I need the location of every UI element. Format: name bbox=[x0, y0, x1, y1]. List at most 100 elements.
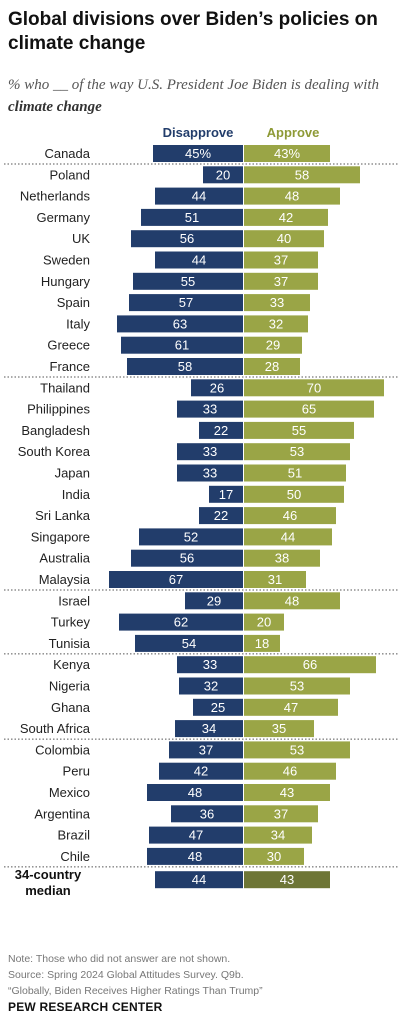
label-france: France bbox=[50, 359, 90, 374]
bar-disapprove-tunisia bbox=[135, 634, 243, 652]
bar-disapprove-mexico bbox=[147, 784, 243, 801]
bar-approve-hungary bbox=[244, 272, 318, 290]
value-approve-germany: 42 bbox=[279, 210, 293, 225]
bar-approve-kenya bbox=[244, 656, 376, 674]
value-disapprove-colombia: 37 bbox=[199, 742, 213, 757]
label-singapore: Singapore bbox=[31, 529, 90, 544]
bar-disapprove-bangladesh bbox=[199, 421, 243, 439]
value-approve-thailand: 70 bbox=[307, 380, 321, 395]
label-australia: Australia bbox=[39, 551, 90, 566]
value-approve-israel: 48 bbox=[285, 593, 299, 608]
value-disapprove-south-africa: 34 bbox=[202, 721, 216, 736]
label-india: India bbox=[62, 487, 91, 502]
bar-approve-singapore bbox=[244, 528, 332, 546]
bar-approve-france bbox=[244, 358, 300, 375]
value-disapprove-japan: 33 bbox=[203, 466, 217, 481]
label-tunisia: Tunisia bbox=[49, 636, 91, 651]
label-spain: Spain bbox=[57, 295, 90, 310]
value-disapprove-thailand: 26 bbox=[210, 380, 224, 395]
bar-disapprove-israel bbox=[185, 592, 243, 610]
bar-approve-south-korea bbox=[244, 443, 350, 461]
value-approve-ghana: 47 bbox=[284, 700, 298, 715]
bar-disapprove-france bbox=[127, 358, 243, 375]
label-brazil: Brazil bbox=[57, 828, 90, 843]
diverging-bar-chart: Disapprove Approve 45% 43% Canada 20 58 Poland 4… bbox=[4, 125, 398, 898]
bar-approve-south-africa bbox=[244, 720, 314, 738]
subtitle-topic: climate change bbox=[8, 99, 102, 115]
label-mexico: Mexico bbox=[49, 785, 90, 800]
bar-approve-italy bbox=[244, 315, 308, 333]
bar-disapprove-peru bbox=[159, 762, 243, 780]
bar-disapprove-kenya bbox=[177, 656, 243, 674]
bar-disapprove-japan bbox=[177, 464, 243, 482]
value-disapprove-hungary: 55 bbox=[181, 274, 195, 289]
bar-approve-netherlands bbox=[244, 187, 340, 205]
value-approve-bangladesh: 55 bbox=[292, 423, 306, 438]
value-approve-argentina: 37 bbox=[274, 806, 288, 821]
value-disapprove-singapore: 52 bbox=[184, 529, 198, 544]
value-approve-uk: 40 bbox=[277, 231, 291, 246]
label-thailand: Thailand bbox=[40, 380, 90, 395]
bar-disapprove-turkey bbox=[119, 613, 243, 631]
value-disapprove-france: 58 bbox=[178, 359, 192, 374]
label-israel: Israel bbox=[58, 593, 90, 608]
value-disapprove-34-country-median: 44 bbox=[192, 872, 206, 887]
bar-disapprove-canada bbox=[153, 145, 243, 162]
value-disapprove-south-korea: 33 bbox=[203, 444, 217, 459]
value-approve-chile: 30 bbox=[267, 849, 281, 864]
report-title: “Globally, Biden Receives Higher Ratings… bbox=[8, 985, 263, 997]
label-italy: Italy bbox=[66, 316, 90, 331]
bar-disapprove-south-africa bbox=[175, 720, 243, 738]
label-greece: Greece bbox=[47, 338, 90, 353]
bar-approve-sri-lanka bbox=[244, 507, 336, 525]
label-canada: Canada bbox=[44, 146, 90, 161]
value-disapprove-nigeria: 32 bbox=[204, 679, 218, 694]
label-ghana: Ghana bbox=[51, 700, 91, 715]
value-approve-italy: 32 bbox=[269, 316, 283, 331]
value-disapprove-germany: 51 bbox=[185, 210, 199, 225]
value-approve-brazil: 34 bbox=[271, 828, 285, 843]
label-hungary: Hungary bbox=[41, 274, 91, 289]
value-approve-hungary: 37 bbox=[274, 274, 288, 289]
value-disapprove-uk: 56 bbox=[180, 231, 194, 246]
bar-approve-argentina bbox=[244, 805, 318, 823]
value-approve-japan: 51 bbox=[288, 466, 302, 481]
label-germany: Germany bbox=[37, 210, 91, 225]
bar-disapprove-uk bbox=[131, 230, 243, 248]
pew-credit: PEW RESEARCH CENTER bbox=[8, 1000, 163, 1014]
bar-approve-israel bbox=[244, 592, 340, 610]
bar-approve-nigeria bbox=[244, 677, 350, 695]
bar-disapprove-greece bbox=[121, 336, 243, 354]
label-bangladesh: Bangladesh bbox=[21, 423, 90, 438]
bar-approve-ghana bbox=[244, 698, 338, 716]
label-philippines: Philippines bbox=[27, 402, 90, 417]
bar-approve-philippines bbox=[244, 400, 374, 418]
value-approve-netherlands: 48 bbox=[285, 189, 299, 204]
label-argentina: Argentina bbox=[34, 806, 90, 821]
bar-disapprove-italy bbox=[117, 315, 243, 333]
label-malaysia: Malaysia bbox=[39, 572, 91, 587]
bar-disapprove-germany bbox=[141, 208, 243, 226]
label-south-africa: South Africa bbox=[20, 721, 91, 736]
bar-disapprove-south-korea bbox=[177, 443, 243, 461]
value-approve-peru: 46 bbox=[283, 764, 297, 779]
bar-disapprove-australia bbox=[131, 549, 243, 567]
value-approve-singapore: 44 bbox=[281, 529, 295, 544]
bar-approve-thailand bbox=[244, 379, 384, 397]
label-nigeria: Nigeria bbox=[49, 679, 91, 694]
bar-disapprove-ghana bbox=[193, 698, 243, 716]
bar-approve-peru bbox=[244, 762, 336, 780]
label-kenya: Kenya bbox=[53, 657, 91, 672]
value-disapprove-sri-lanka: 22 bbox=[214, 508, 228, 523]
value-disapprove-italy: 63 bbox=[173, 316, 187, 331]
value-disapprove-turkey: 62 bbox=[174, 615, 188, 630]
label-japan: Japan bbox=[55, 466, 90, 481]
bar-disapprove-spain bbox=[129, 294, 243, 312]
bar-approve-spain bbox=[244, 294, 310, 312]
bar-disapprove-singapore bbox=[139, 528, 243, 546]
label-uk: UK bbox=[72, 231, 90, 246]
value-disapprove-sweden: 44 bbox=[192, 253, 206, 268]
source-text: Source: Spring 2024 Global Attitudes Sur… bbox=[8, 969, 244, 981]
bar-disapprove-netherlands bbox=[155, 187, 243, 205]
value-disapprove-kenya: 33 bbox=[203, 657, 217, 672]
